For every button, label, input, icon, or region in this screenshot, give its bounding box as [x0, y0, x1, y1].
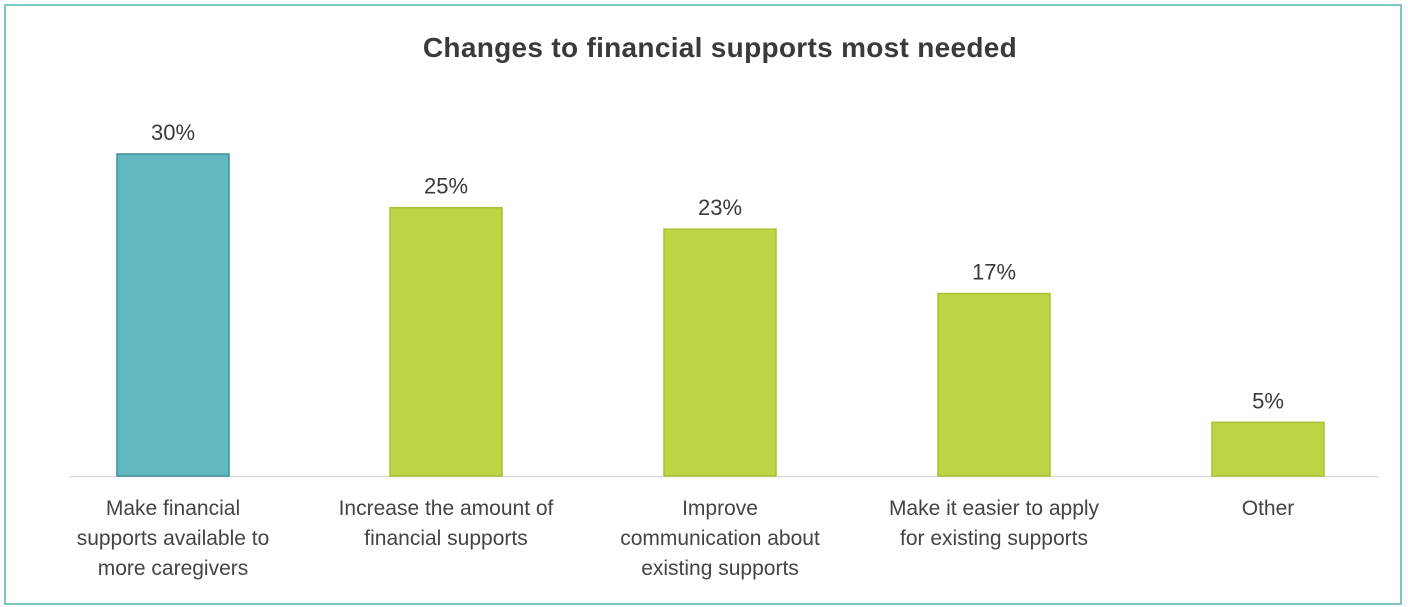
category-label-line: Other: [1241, 497, 1295, 520]
chart-title: Changes to financial supports most neede…: [422, 32, 1018, 63]
category-label-line: existing supports: [641, 557, 799, 580]
category-label-line: financial supports: [364, 527, 528, 550]
category-label-4: Other: [1143, 494, 1393, 524]
category-label-line: communication about: [620, 527, 820, 550]
category-label-line: Make financial: [105, 497, 241, 520]
value-label-4: 5%: [1252, 388, 1284, 413]
value-label-0: 30%: [151, 120, 195, 145]
category-label-line: Make it easier to apply: [888, 497, 1100, 520]
category-label-line: Increase the amount of: [338, 497, 554, 520]
bar-1: [389, 206, 503, 477]
bar-4: [1211, 421, 1325, 477]
value-label-2: 23%: [698, 195, 742, 220]
bar-0: [116, 153, 230, 477]
category-label-0: Make financial supports available to more …: [48, 494, 298, 584]
bar-2: [663, 228, 777, 477]
value-label-1: 25%: [424, 174, 468, 199]
value-label-3: 17%: [972, 260, 1016, 285]
category-label-line: for existing supports: [900, 527, 1088, 550]
category-label-line: Improve: [682, 497, 758, 520]
category-label-2: Improve communication about existing suppo…: [595, 494, 845, 584]
bar-3: [937, 292, 1051, 477]
category-label-line: supports available to: [76, 527, 270, 550]
category-label-line: more caregivers: [97, 557, 249, 580]
category-label-3: Make it easier to apply for existing supp…: [869, 494, 1119, 554]
category-label-1: Increase the amount of financial supports: [321, 494, 571, 554]
